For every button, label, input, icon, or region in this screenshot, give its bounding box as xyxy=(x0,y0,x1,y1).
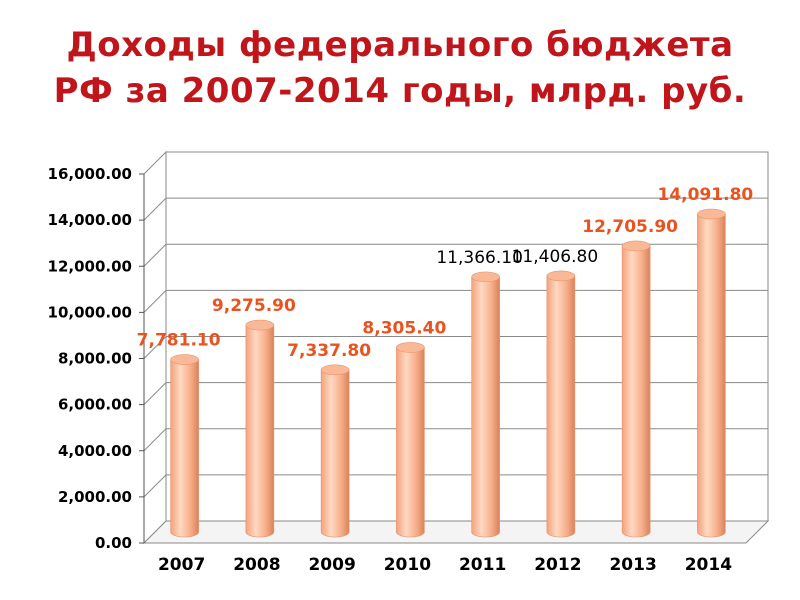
bar-body xyxy=(621,245,651,538)
chart-title: Доходы федерального бюджета РФ за 2007-2… xyxy=(0,22,800,114)
data-label: 9,275.90 xyxy=(212,296,296,316)
gridline-side xyxy=(143,428,167,452)
y-tick-label: 0.00 xyxy=(95,534,132,552)
floor xyxy=(142,520,770,544)
gridline-side xyxy=(143,474,167,498)
bar xyxy=(697,208,726,538)
category-label: 2012 xyxy=(534,555,581,575)
plot-frame xyxy=(142,150,770,545)
bar xyxy=(471,271,500,538)
category-label: 2010 xyxy=(384,555,431,575)
bar-top xyxy=(170,354,199,365)
bar-body xyxy=(396,347,425,538)
category-label: 2008 xyxy=(233,555,280,575)
gridline-side xyxy=(143,290,167,313)
bar-body xyxy=(320,369,350,538)
bar-top xyxy=(697,208,726,220)
y-tick-label: 8,000.00 xyxy=(58,350,132,368)
gridline-side xyxy=(143,336,167,359)
gridline-side xyxy=(143,382,167,405)
category-label: 2011 xyxy=(459,555,506,575)
data-label: 11,366.10 xyxy=(436,248,523,268)
bar xyxy=(170,354,199,538)
bar-body xyxy=(471,276,500,538)
bar xyxy=(245,319,275,538)
bar-body xyxy=(170,359,199,538)
bar-top xyxy=(396,342,425,353)
y-tick-label: 12,000.00 xyxy=(48,257,132,275)
bar-top xyxy=(320,364,350,376)
category-label: 2009 xyxy=(308,555,355,575)
bar xyxy=(396,342,425,538)
y-tick-label: 14,000.00 xyxy=(48,211,132,229)
category-label: 2007 xyxy=(158,555,205,575)
y-tick-label: 6,000.00 xyxy=(58,396,132,414)
data-labels: 7,781.10 9,275.90 7,337.80 8,305.40 11,366.1… xyxy=(137,185,754,361)
data-label: 7,781.10 xyxy=(137,331,221,351)
gridline-side xyxy=(143,197,167,221)
data-label: 8,305.40 xyxy=(362,318,446,338)
bar xyxy=(621,240,651,538)
y-tick-label: 2,000.00 xyxy=(58,488,132,506)
gridline-side xyxy=(143,243,167,267)
bars xyxy=(170,208,726,538)
category-label: 2014 xyxy=(685,555,732,575)
data-label: 7,337.80 xyxy=(287,341,371,361)
data-label: 12,705.90 xyxy=(582,217,678,237)
chart-title-line-1: Доходы федерального бюджета xyxy=(66,25,734,65)
bar-body xyxy=(245,324,275,538)
bar-top xyxy=(621,240,651,252)
y-tick-label: 4,000.00 xyxy=(58,442,132,460)
y-tick-label: 10,000.00 xyxy=(48,303,132,321)
bar xyxy=(320,364,350,538)
bar-body xyxy=(697,213,726,538)
x-axis-categories: 2007 2008 2009 2010 2011 2012 2013 2014 xyxy=(158,555,732,575)
bar-top xyxy=(245,319,275,331)
y-tick-label: 16,000.00 xyxy=(48,165,132,183)
bar-top xyxy=(471,271,500,283)
chart-title-line-2: РФ за 2007-2014 годы, млрд. руб. xyxy=(53,71,747,111)
data-label: 14,091.80 xyxy=(658,185,754,205)
bar xyxy=(546,270,576,538)
data-label: 11,406.80 xyxy=(512,247,599,267)
bar-top xyxy=(546,270,576,282)
category-label: 2013 xyxy=(609,555,656,575)
bar-body xyxy=(546,275,576,538)
y-axis-ticks: 0.00 2,000.00 4,000.00 6,000.00 8,000.00 10,0… xyxy=(48,165,145,552)
